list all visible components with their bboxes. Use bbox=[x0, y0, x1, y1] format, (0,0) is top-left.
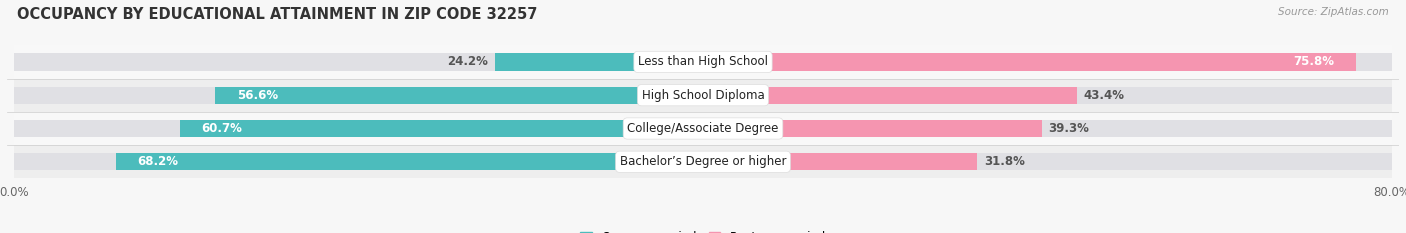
Text: 68.2%: 68.2% bbox=[138, 155, 179, 168]
Bar bbox=[14, 53, 703, 71]
Bar bbox=[14, 120, 703, 137]
Bar bbox=[14, 145, 1392, 178]
Bar bbox=[14, 45, 1392, 79]
Bar bbox=[703, 120, 1042, 137]
Text: 56.6%: 56.6% bbox=[238, 89, 278, 102]
Bar bbox=[703, 53, 1392, 71]
Text: High School Diploma: High School Diploma bbox=[641, 89, 765, 102]
Text: College/Associate Degree: College/Associate Degree bbox=[627, 122, 779, 135]
Bar bbox=[14, 79, 1392, 112]
Text: 43.4%: 43.4% bbox=[1084, 89, 1125, 102]
Bar bbox=[703, 153, 977, 170]
Text: OCCUPANCY BY EDUCATIONAL ATTAINMENT IN ZIP CODE 32257: OCCUPANCY BY EDUCATIONAL ATTAINMENT IN Z… bbox=[17, 7, 537, 22]
Bar bbox=[703, 120, 1392, 137]
Bar bbox=[215, 86, 703, 104]
Bar bbox=[115, 153, 703, 170]
Bar bbox=[14, 153, 703, 170]
Bar bbox=[14, 86, 703, 104]
Bar bbox=[14, 112, 1392, 145]
Text: 31.8%: 31.8% bbox=[984, 155, 1025, 168]
Text: 75.8%: 75.8% bbox=[1294, 55, 1334, 69]
Bar bbox=[703, 86, 1392, 104]
Text: 39.3%: 39.3% bbox=[1049, 122, 1090, 135]
Legend: Owner-occupied, Renter-occupied: Owner-occupied, Renter-occupied bbox=[575, 226, 831, 233]
Bar bbox=[180, 120, 703, 137]
Bar bbox=[703, 86, 1077, 104]
Bar bbox=[703, 153, 1392, 170]
Text: Bachelor’s Degree or higher: Bachelor’s Degree or higher bbox=[620, 155, 786, 168]
Text: 24.2%: 24.2% bbox=[447, 55, 488, 69]
Bar bbox=[703, 53, 1355, 71]
Text: Source: ZipAtlas.com: Source: ZipAtlas.com bbox=[1278, 7, 1389, 17]
Text: 60.7%: 60.7% bbox=[201, 122, 243, 135]
Text: Less than High School: Less than High School bbox=[638, 55, 768, 69]
Bar bbox=[495, 53, 703, 71]
